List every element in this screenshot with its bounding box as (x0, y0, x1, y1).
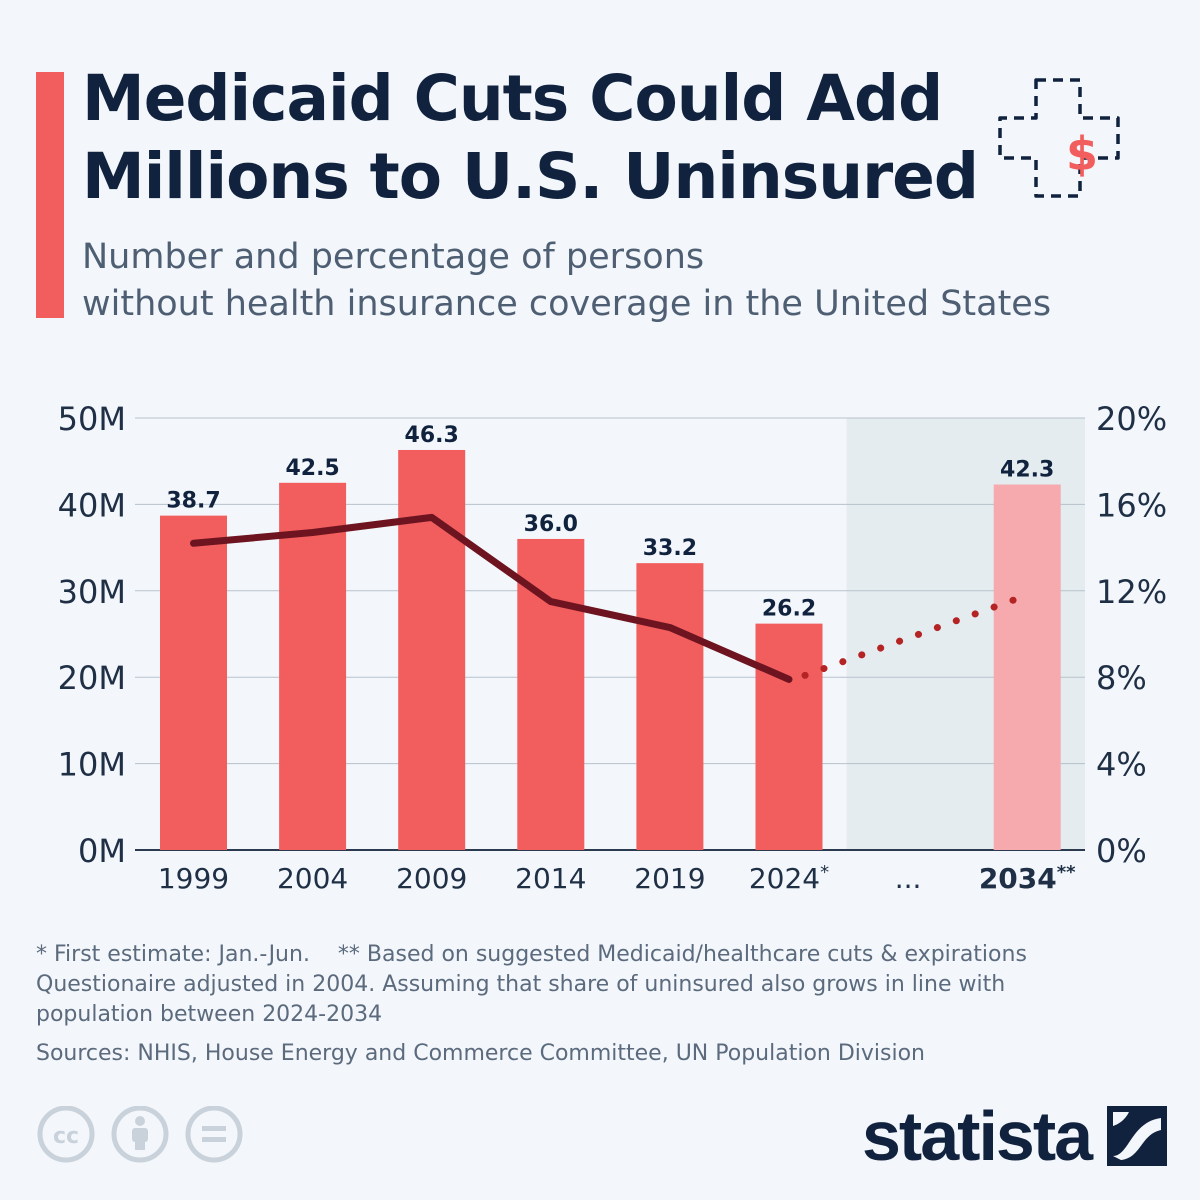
brand-name: statista (862, 1097, 1093, 1175)
left-axis-tick: 30M (58, 573, 126, 611)
x-axis-label: 2014 (515, 862, 586, 895)
x-axis-marker: * (820, 862, 829, 883)
bar-value-label: 33.2 (643, 536, 697, 561)
x-axis-label: ... (895, 862, 922, 895)
cc-icon[interactable]: cc (37, 1106, 95, 1163)
right-axis-tick: 0% (1096, 832, 1147, 870)
medical-cross-dollar-icon: $ (998, 78, 1120, 198)
right-axis-tick: 12% (1096, 573, 1167, 611)
bar (636, 563, 704, 850)
x-axis-label: 2009 (396, 862, 467, 895)
title-line-1: Medicaid Cuts Could Add (82, 62, 943, 135)
attribution-icon[interactable] (111, 1106, 169, 1163)
bar-value-label: 26.2 (762, 597, 816, 622)
page-title: Medicaid Cuts Could Add Millions to U.S.… (82, 60, 982, 216)
share-line-projected (801, 591, 1031, 679)
right-axis-tick: 8% (1096, 659, 1147, 697)
subtitle-line-2: without health insurance coverage in the… (82, 284, 1052, 324)
x-axis-label: 1999 (158, 862, 229, 895)
bar-value-label: 42.3 (1000, 458, 1054, 483)
bar-value-label: 42.5 (285, 456, 339, 481)
title-line-2: Millions to U.S. Uninsured (82, 140, 979, 213)
right-axis-tick: 20% (1096, 400, 1167, 438)
footnote-line-3: population between 2024-2034 (36, 1002, 383, 1027)
bar (755, 623, 823, 850)
footnote-projection: ** Based on suggested Medicaid/healthcar… (337, 942, 1027, 967)
bar (517, 538, 585, 850)
no-derivatives-icon[interactable] (185, 1106, 243, 1163)
sources: Sources: NHIS, House Energy and Commerce… (36, 1041, 926, 1066)
bar (993, 484, 1061, 850)
footnote-line-2: Questionaire adjusted in 2004. Assuming … (36, 972, 1006, 997)
x-axis-label: 2034** (979, 862, 1076, 895)
license-icons[interactable]: cc (36, 1106, 246, 1166)
footnote-first-estimate: * First estimate: Jan.-Jun. (36, 942, 310, 967)
bar-value-label: 38.7 (166, 489, 220, 514)
statista-logo-icon (1107, 1106, 1168, 1166)
left-axis-tick: 0M (78, 832, 126, 870)
bars (160, 449, 1061, 850)
svg-text:cc: cc (53, 1124, 79, 1149)
footnotes: * First estimate: Jan.-Jun. ** Based on … (36, 940, 1176, 1030)
right-axis-tick: 16% (1096, 486, 1167, 524)
x-axis-marker: ** (1057, 862, 1076, 883)
bar-value-label: 46.3 (405, 423, 459, 448)
statista-logo[interactable]: statista (862, 1097, 1168, 1175)
left-axis-tick: 20M (58, 659, 126, 697)
title-accent-bar (36, 72, 64, 318)
svg-text:$: $ (1066, 127, 1098, 181)
x-axis-label: 2024* (749, 862, 829, 895)
bar-value-label: 36.0 (524, 512, 578, 537)
bar (160, 515, 227, 850)
labels: 0M 0% 10M 4% 20M 8% 30M 12% 40M 16% 50M 20% 38.7 42.5… (58, 400, 1167, 895)
subtitle-line-1: Number and percentage of persons (82, 237, 705, 277)
page-subtitle: Number and percentage of persons without… (82, 234, 1132, 328)
left-axis-tick: 10M (58, 746, 126, 784)
right-axis-tick: 4% (1096, 746, 1147, 784)
chart: 0M 0% 10M 4% 20M 8% 30M 12% 40M 16% 50M 20% 38.7 42.5… (58, 400, 1167, 895)
footnote-line-1: * First estimate: Jan.-Jun. ** Based on … (36, 940, 1176, 970)
bar (398, 449, 466, 850)
left-axis-tick: 50M (58, 400, 126, 438)
x-axis-label: 2019 (634, 862, 705, 895)
left-axis-tick: 40M (58, 486, 126, 524)
share-line-actual (190, 513, 793, 683)
bar (279, 482, 347, 850)
share-line (190, 513, 1031, 683)
x-axis-label: 2004 (277, 862, 348, 895)
